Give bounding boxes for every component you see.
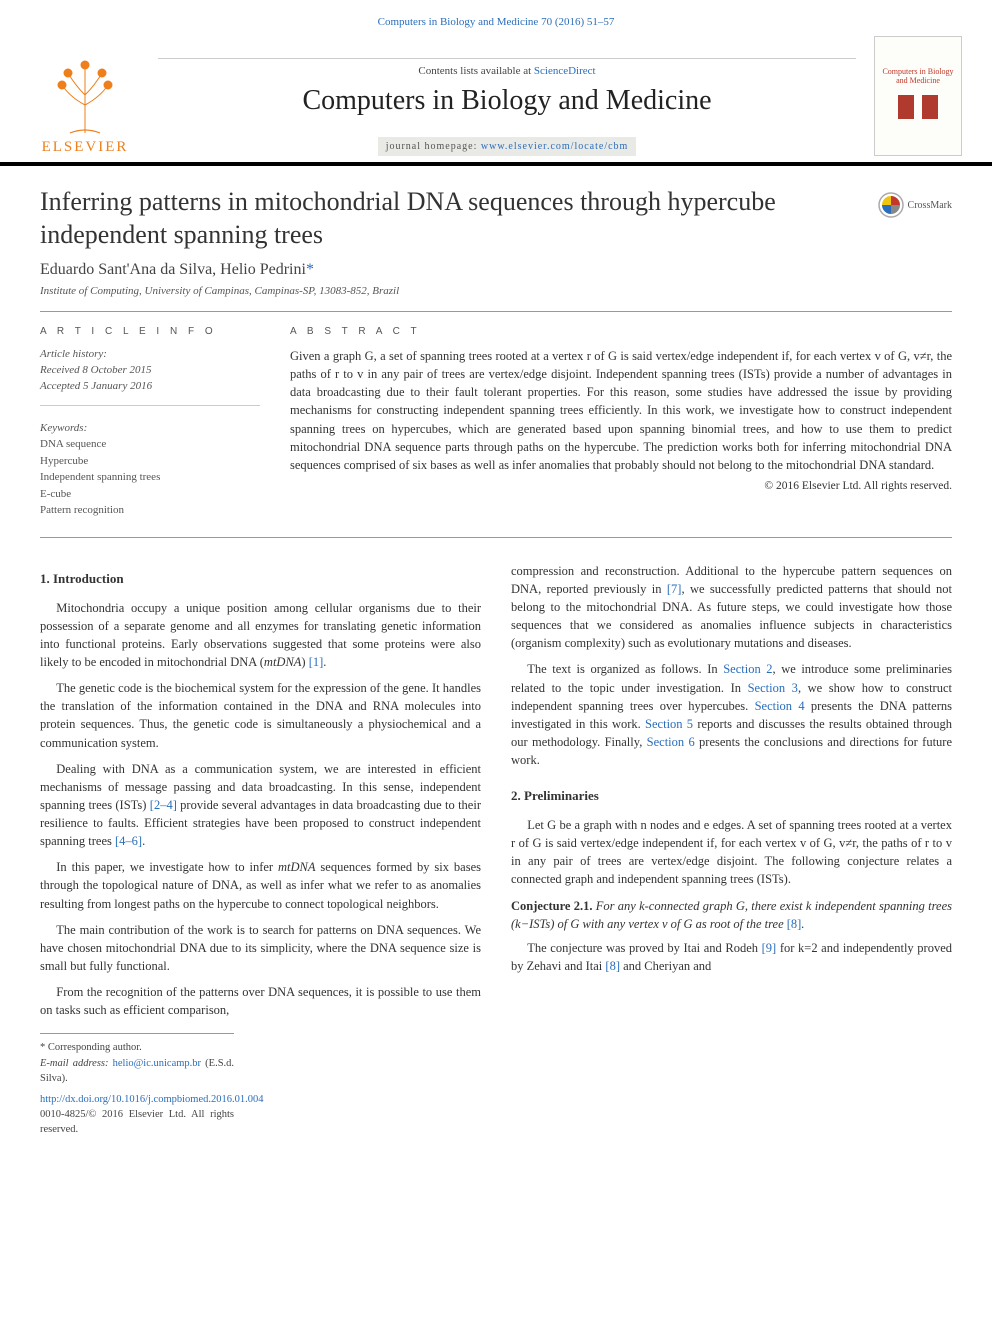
contents-available: Contents lists available at ScienceDirec… bbox=[158, 58, 856, 77]
journal-header: ELSEVIER Contents lists available at Sci… bbox=[0, 36, 992, 166]
journal-homepage: journal homepage: www.elsevier.com/locat… bbox=[378, 137, 637, 156]
ref-link[interactable]: [8] bbox=[605, 959, 620, 973]
corresponding-marker: * bbox=[306, 261, 314, 278]
journal-cover: Computers in Biology and Medicine bbox=[874, 36, 962, 156]
affiliation: Institute of Computing, University of Ca… bbox=[40, 285, 952, 297]
para: From the recognition of the patterns ove… bbox=[40, 983, 481, 1019]
section-link[interactable]: Section 6 bbox=[647, 735, 695, 749]
copyright: © 2016 Elsevier Ltd. All rights reserved… bbox=[290, 480, 952, 492]
article-history: Article history: Received 8 October 2015… bbox=[40, 347, 260, 406]
para: The conjecture was proved by Itai and Ro… bbox=[511, 939, 952, 975]
ref-link[interactable]: [4–6] bbox=[115, 834, 142, 848]
running-header-link[interactable]: Computers in Biology and Medicine 70 (20… bbox=[378, 16, 615, 28]
keyword: DNA sequence bbox=[40, 436, 260, 453]
email-link[interactable]: helio@ic.unicamp.br bbox=[113, 1058, 201, 1069]
para: Let G be a graph with n nodes and e edge… bbox=[511, 816, 952, 889]
para: The genetic code is the biochemical syst… bbox=[40, 679, 481, 752]
issn-line: 0010-4825/© 2016 Elsevier Ltd. All right… bbox=[40, 1107, 234, 1137]
section-link[interactable]: Section 5 bbox=[645, 717, 693, 731]
para: The text is organized as follows. In Sec… bbox=[511, 660, 952, 769]
doi-link[interactable]: http://dx.doi.org/10.1016/j.compbiomed.2… bbox=[40, 1094, 264, 1105]
section-heading: 1. Introduction bbox=[40, 570, 481, 589]
crossmark-badge[interactable]: CrossMark bbox=[878, 192, 952, 218]
email-line: E-mail address: helio@ic.unicamp.br (E.S… bbox=[40, 1056, 234, 1086]
corresponding-footer: * Corresponding author. E-mail address: … bbox=[40, 1033, 234, 1137]
section-heading: 2. Preliminaries bbox=[511, 787, 952, 806]
journal-name: Computers in Biology and Medicine bbox=[158, 85, 856, 117]
para: Mitochondria occupy a unique position am… bbox=[40, 599, 481, 672]
publisher-name: ELSEVIER bbox=[42, 139, 129, 156]
ref-link[interactable]: [8] bbox=[787, 917, 802, 931]
ref-link[interactable]: [9] bbox=[762, 941, 777, 955]
elsevier-tree-icon bbox=[40, 55, 130, 135]
keywords: Keywords: DNA sequence Hypercube Indepen… bbox=[40, 420, 260, 519]
crossmark-icon bbox=[878, 192, 904, 218]
body-columns: 1. Introduction Mitochondria occupy a un… bbox=[40, 562, 952, 1138]
ref-link[interactable]: [2–4] bbox=[150, 798, 177, 812]
section-link[interactable]: Section 4 bbox=[755, 699, 805, 713]
keyword: Pattern recognition bbox=[40, 502, 260, 519]
para: compression and reconstruction. Addition… bbox=[511, 562, 952, 653]
sciencedirect-link[interactable]: ScienceDirect bbox=[534, 65, 596, 77]
para: The main contribution of the work is to … bbox=[40, 921, 481, 975]
homepage-link[interactable]: www.elsevier.com/locate/cbm bbox=[481, 141, 628, 152]
article-info-label: A R T I C L E I N F O bbox=[40, 326, 260, 337]
corr-note: * Corresponding author. bbox=[40, 1040, 234, 1055]
conjecture: Conjecture 2.1. For any k-connected grap… bbox=[511, 897, 952, 933]
section-link[interactable]: Section 2 bbox=[723, 662, 772, 676]
keyword: Hypercube bbox=[40, 453, 260, 470]
cover-art-icon bbox=[892, 87, 944, 127]
keyword: E-cube bbox=[40, 486, 260, 503]
abstract-label: A B S T R A C T bbox=[290, 326, 952, 337]
abstract-text: Given a graph G, a set of spanning trees… bbox=[290, 347, 952, 474]
keyword: Independent spanning trees bbox=[40, 469, 260, 486]
ref-link[interactable]: [1] bbox=[309, 655, 324, 669]
section-link[interactable]: Section 3 bbox=[748, 681, 798, 695]
running-header: Computers in Biology and Medicine 70 (20… bbox=[0, 0, 992, 36]
para: Dealing with DNA as a communication syst… bbox=[40, 760, 481, 851]
article-title: Inferring patterns in mitochondrial DNA … bbox=[40, 186, 864, 251]
elsevier-logo: ELSEVIER bbox=[30, 36, 140, 156]
para: In this paper, we investigate how to inf… bbox=[40, 858, 481, 912]
authors: Eduardo Sant'Ana da Silva, Helio Pedrini… bbox=[40, 261, 952, 279]
ref-link[interactable]: [7] bbox=[667, 582, 682, 596]
